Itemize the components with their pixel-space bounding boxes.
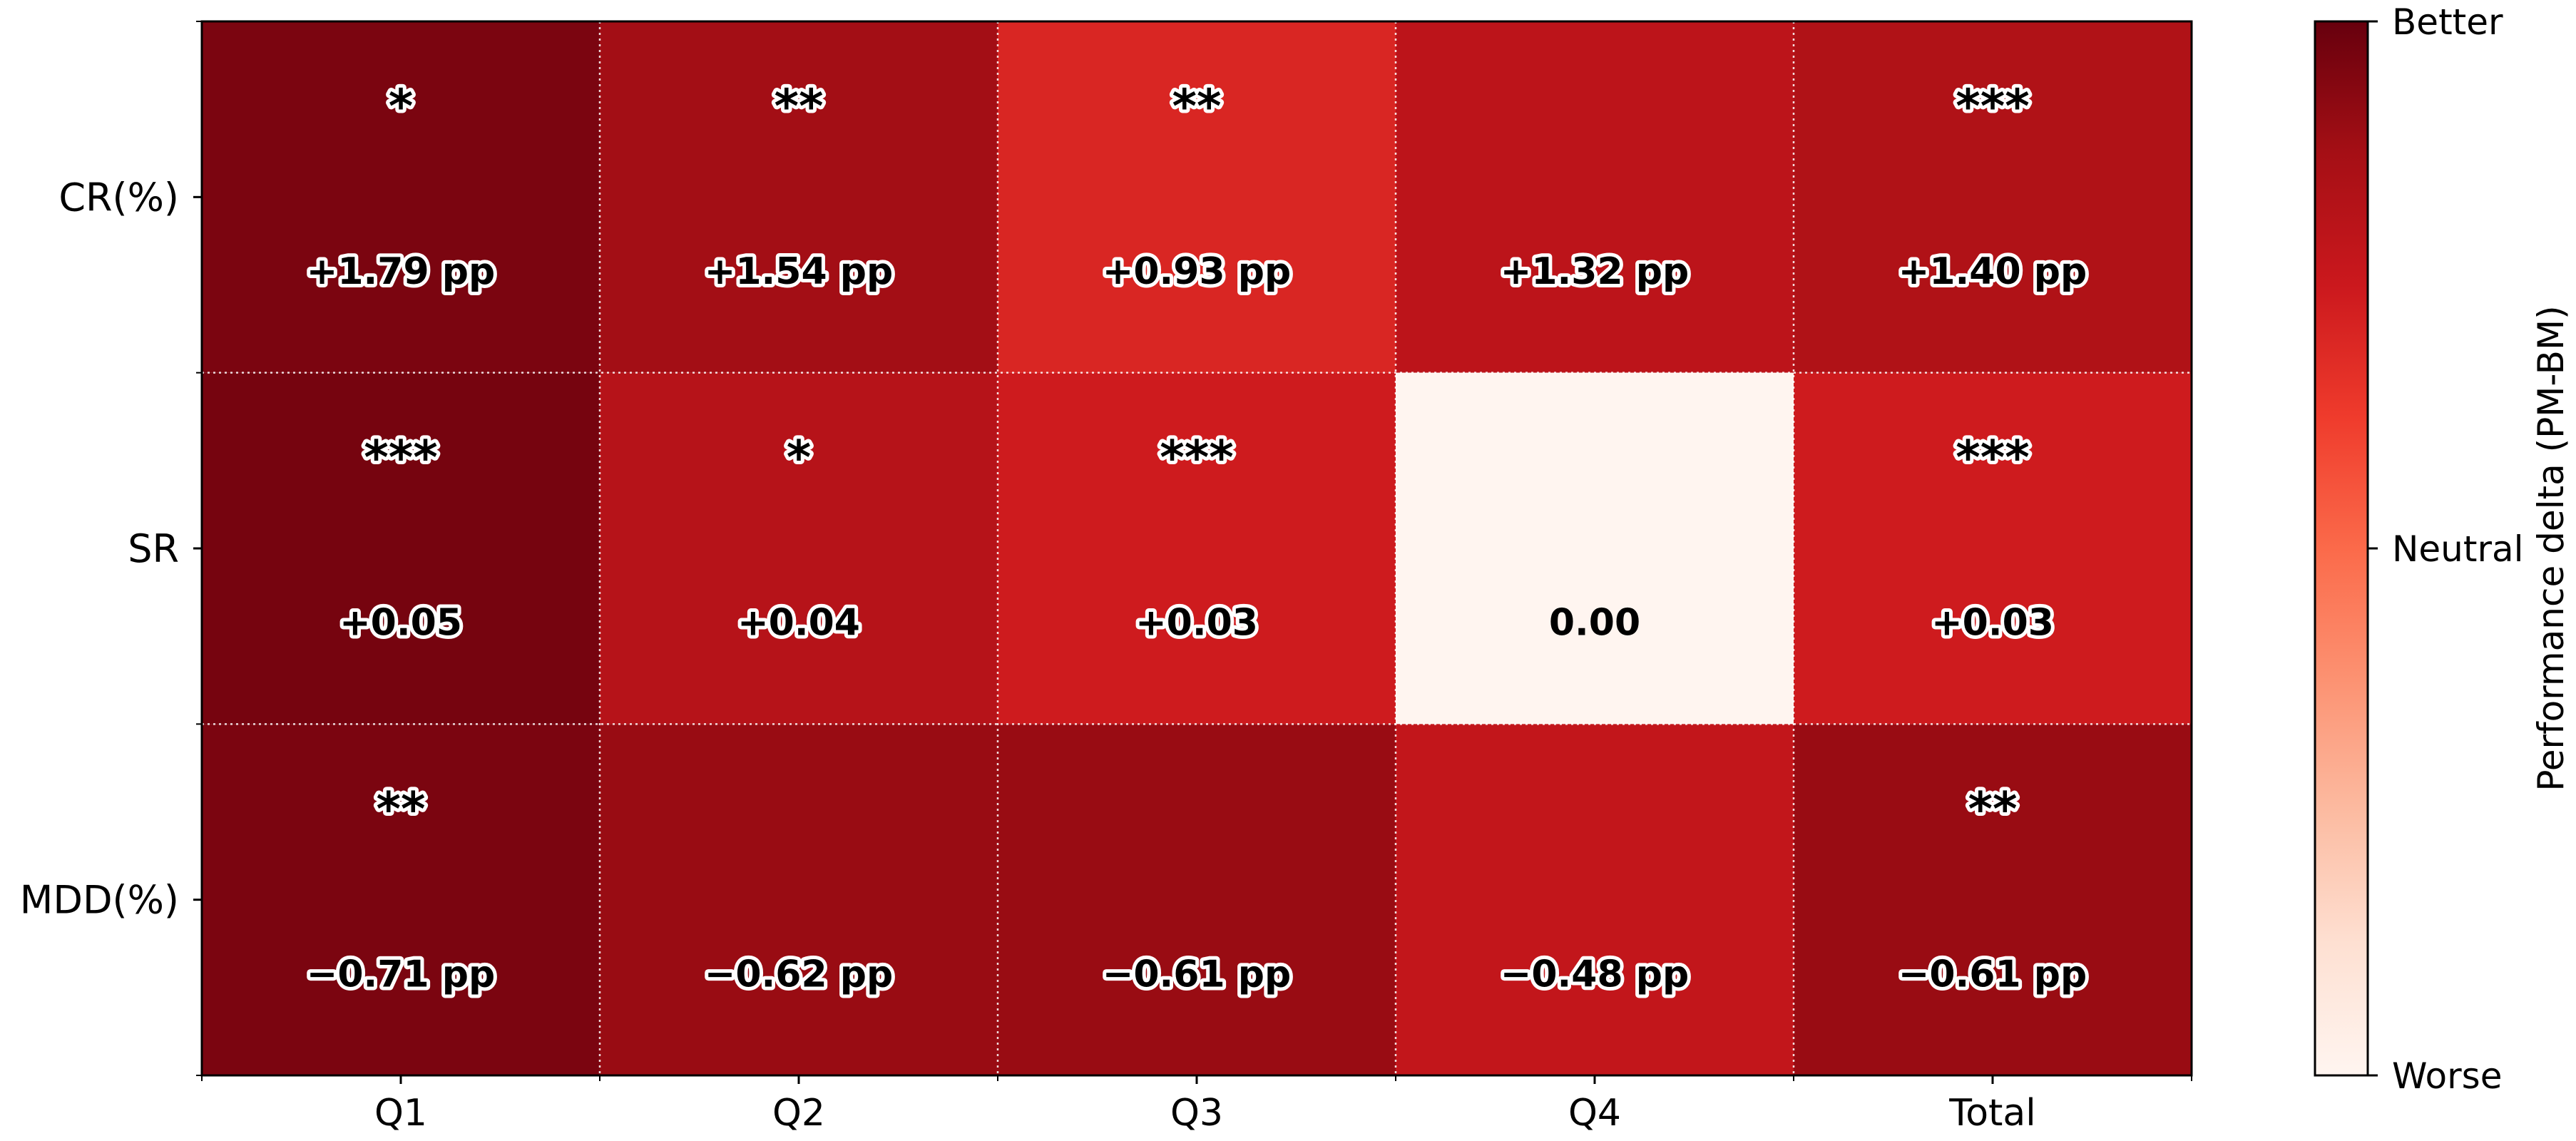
significance-label: **: [774, 79, 823, 134]
heatmap-cell: [1794, 21, 2192, 373]
value-label: +0.03: [1135, 602, 1258, 645]
significance-label: ***: [1956, 79, 2030, 134]
x-tick-label: Q3: [1170, 1092, 1223, 1135]
significance-label: **: [1968, 782, 2017, 836]
significance-label: **: [1172, 79, 1221, 134]
value-label: +1.40 pp: [1898, 250, 2087, 293]
grid-lines: [202, 21, 2192, 1075]
significance-label: **: [376, 782, 425, 836]
value-label: +0.04: [737, 602, 860, 645]
value-label: −0.48 pp: [1501, 953, 1689, 996]
heatmap-cell: [600, 724, 998, 1075]
significance-label: ***: [1160, 431, 1234, 486]
value-label: +1.54 pp: [705, 250, 893, 293]
x-tick-label: Q4: [1568, 1092, 1621, 1135]
colorbar-tick-label: Better: [2392, 1, 2503, 43]
heatmap-cell: [1794, 372, 2192, 725]
value-label: +0.03: [1931, 602, 2054, 645]
significance-label: ***: [364, 431, 438, 486]
colorbar-label: Performance delta (PM-BM): [2530, 305, 2572, 791]
value-label: −0.62 pp: [705, 953, 893, 996]
heatmap-cell: [998, 372, 1396, 725]
value-label: −0.71 pp: [307, 953, 495, 996]
colorbar-tick-label: Neutral: [2392, 528, 2524, 570]
significance-label: ***: [1956, 431, 2030, 486]
colorbar: Better Neutral Worse Performance delta (PM-…: [2314, 1, 2572, 1097]
heatmap-cell: [202, 724, 600, 1075]
heatmap-cells: [202, 21, 2192, 1075]
y-tick-label: MDD(%): [20, 878, 179, 923]
x-tick-label: Total: [1948, 1092, 2035, 1135]
heatmap-cell: [1794, 724, 2192, 1075]
significance-label: *: [389, 79, 414, 134]
heatmap-cell: [1396, 21, 1794, 373]
x-tick-label: Q2: [772, 1092, 825, 1135]
value-label: −0.61 pp: [1103, 953, 1291, 996]
heatmap-cell: [202, 21, 600, 373]
axes: Q1 Q2 Q3 Q4 Total CR(%) SR MDD(%): [20, 20, 2193, 1135]
x-tick-label: Q1: [374, 1092, 427, 1135]
y-tick-label: SR: [128, 526, 179, 571]
value-label: 0.00: [1549, 602, 1640, 645]
colorbar-gradient: [2314, 20, 2369, 1077]
y-tick-label: CR(%): [58, 175, 179, 220]
heatmap-cell: [1396, 372, 1794, 725]
heatmap-cell: [600, 372, 998, 725]
heatmap-cell: [998, 21, 1396, 373]
value-label: +0.93 pp: [1103, 250, 1291, 293]
value-label: +1.32 pp: [1501, 250, 1689, 293]
value-label: +1.79 pp: [307, 250, 495, 293]
heatmap-cell: [998, 724, 1396, 1075]
value-label: −0.61 pp: [1898, 953, 2087, 996]
cell-labels: *+1.79 pp**+1.54 pp**+0.93 pp +1.32 pp***…: [303, 76, 2090, 999]
colorbar-tick-label: Worse: [2392, 1055, 2502, 1097]
heatmap-cell: [202, 372, 600, 725]
value-label: +0.05: [339, 602, 462, 645]
heatmap-cell: [1396, 724, 1794, 1075]
heatmap-cell: [600, 21, 998, 373]
significance-label: *: [787, 431, 812, 486]
